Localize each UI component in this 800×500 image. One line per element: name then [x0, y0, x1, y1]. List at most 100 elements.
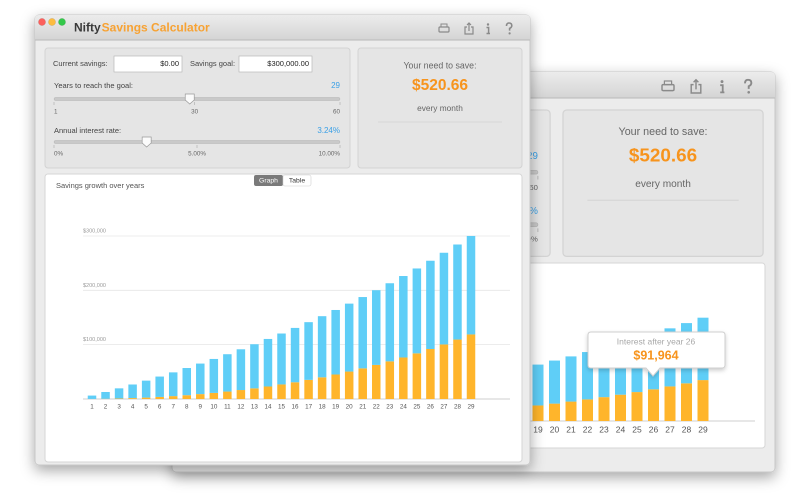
- zoom-button[interactable]: [58, 18, 66, 26]
- help-icon[interactable]: [505, 22, 513, 35]
- x-tick-label: 26: [427, 404, 435, 411]
- bar-segment: [615, 343, 626, 395]
- input-field[interactable]: [113, 55, 183, 73]
- bar-segment: [399, 357, 408, 399]
- help-icon[interactable]: [744, 78, 753, 94]
- x-tick-label: 5: [144, 404, 148, 411]
- panel: [357, 47, 523, 169]
- tab-label[interactable]: Table: [289, 178, 305, 185]
- front-window: NiftySavings Calculator Current savings: $…: [34, 14, 531, 466]
- x-tick-label: 3: [117, 404, 121, 411]
- x-tick-label: 26: [649, 424, 659, 434]
- bar-segment: [615, 394, 626, 421]
- info-icon-dot[interactable]: [720, 80, 724, 84]
- input-label: Savings goal:: [190, 59, 235, 68]
- help-icon-dot[interactable]: [747, 90, 751, 94]
- bar-segment: [277, 333, 286, 385]
- info-icon-stem[interactable]: [720, 84, 725, 94]
- bar-segment: [426, 349, 435, 399]
- info-icon[interactable]: [486, 23, 491, 35]
- bar-segment: [598, 397, 610, 421]
- bar-segment: [209, 392, 219, 399]
- tooltip-box: [587, 331, 726, 377]
- bar-segment: [439, 344, 449, 399]
- x-tick-label: 8: [185, 404, 189, 411]
- x-tick-label: 23: [386, 404, 394, 411]
- x-tick-label: 25: [413, 404, 421, 411]
- help-icon-curve[interactable]: [744, 78, 753, 89]
- bar-segment: [304, 379, 313, 399]
- x-tick-label: 1: [90, 404, 94, 411]
- print-icon-paper[interactable]: [663, 80, 673, 86]
- minimize-button[interactable]: [48, 18, 56, 26]
- share-icon-arrow[interactable]: [693, 78, 699, 90]
- bar-segment: [466, 334, 476, 399]
- close-button[interactable]: [38, 18, 46, 26]
- info-icon-dot[interactable]: [486, 23, 490, 26]
- share-icon-arrow[interactable]: [466, 22, 472, 31]
- slider-value: 29: [331, 81, 340, 90]
- x-tick-label: 19: [533, 424, 543, 434]
- bar-segment: [453, 244, 462, 340]
- y-tick-label: $100,000: [83, 337, 106, 343]
- result-period: every month: [417, 103, 463, 113]
- slider-thumb[interactable]: [184, 93, 195, 105]
- help-icon-curve[interactable]: [505, 22, 513, 31]
- bar-segment: [344, 303, 354, 372]
- slider-thumb[interactable]: [141, 136, 152, 148]
- bar-segment: [399, 276, 408, 358]
- x-tick-label: 21: [359, 404, 367, 411]
- x-tick-label: 10: [210, 404, 218, 411]
- tab-label[interactable]: Graph: [259, 178, 278, 185]
- bar-segment: [263, 338, 273, 387]
- tooltip-label: Interest after year 26: [617, 336, 696, 346]
- share-icon-box[interactable]: [690, 83, 702, 94]
- x-tick-label: 12: [237, 404, 245, 411]
- x-tick-label: 7: [171, 404, 175, 411]
- x-tick-label: 29: [468, 404, 476, 411]
- info-icon-stem[interactable]: [486, 26, 491, 35]
- share-icon[interactable]: [464, 22, 474, 35]
- slider-track[interactable]: [53, 97, 341, 101]
- slider-track[interactable]: [53, 140, 341, 144]
- slider-tick-label: 10.00%: [319, 151, 341, 158]
- bar-segment: [582, 399, 593, 421]
- panel: [44, 47, 351, 169]
- bar-segment: [236, 390, 246, 399]
- bar-segment: [141, 380, 151, 398]
- bar-segment: [412, 268, 422, 354]
- x-tick-label: 21: [566, 424, 576, 434]
- share-icon[interactable]: [690, 78, 702, 94]
- print-icon[interactable]: [661, 80, 675, 92]
- print-icon-paper[interactable]: [440, 23, 448, 28]
- input-field[interactable]: [238, 55, 313, 73]
- bar-segment: [317, 316, 327, 378]
- info-icon[interactable]: [720, 80, 725, 94]
- tab[interactable]: [282, 174, 312, 187]
- bar-segment: [223, 391, 232, 399]
- bar-segment: [549, 403, 560, 421]
- print-icon[interactable]: [438, 23, 450, 33]
- x-tick-label: 27: [665, 424, 675, 434]
- bar-segment: [631, 392, 643, 421]
- title-bar: [35, 15, 530, 40]
- result-panel: Your need to save: $520.66 every month: [357, 47, 523, 169]
- tooltip-value: $91,964: [633, 348, 678, 362]
- x-tick-label: 14: [264, 404, 272, 411]
- bar-segment: [532, 405, 544, 421]
- share-icon-box[interactable]: [464, 26, 474, 35]
- x-tick-label: 19: [332, 404, 340, 411]
- bar-segment: [598, 347, 610, 398]
- help-icon-dot[interactable]: [508, 32, 511, 35]
- y-tick-label: $200,000: [83, 283, 106, 289]
- bar-segment: [372, 364, 381, 399]
- bar-segment: [697, 380, 709, 421]
- chart-title: Savings growth over years: [56, 181, 145, 190]
- slider-tick-label: 60: [333, 109, 341, 116]
- bar-segment: [453, 339, 462, 399]
- bar-segment: [681, 383, 692, 421]
- y-tick-label: $300,000: [83, 228, 106, 234]
- bar-segment: [168, 372, 178, 397]
- tab-active[interactable]: [254, 175, 283, 186]
